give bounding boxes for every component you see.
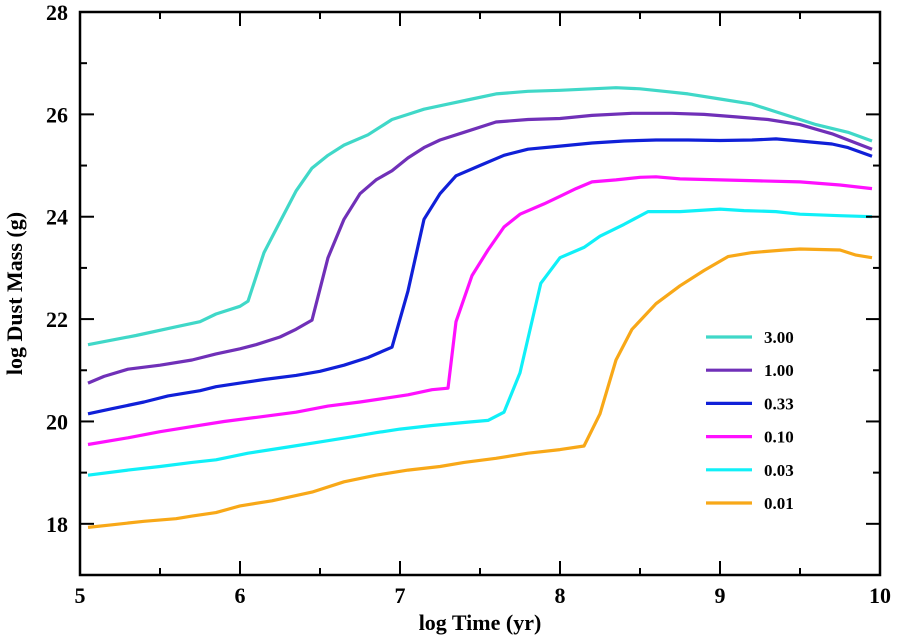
series-line-0.01: [87, 247, 873, 529]
x-tick-label: 8: [555, 583, 566, 608]
series-line-1.00: [87, 111, 873, 385]
x-tick-label: 10: [869, 583, 891, 608]
legend-label: 0.01: [764, 494, 794, 513]
x-tick-label: 5: [75, 583, 86, 608]
y-tick-label: 24: [46, 205, 68, 230]
y-tick-label: 20: [46, 409, 68, 434]
y-axis-title: log Dust Mass (g): [2, 212, 27, 375]
series-line-0.33: [87, 137, 873, 416]
legend-label: 0.10: [764, 428, 794, 447]
x-tick-label: 7: [395, 583, 406, 608]
x-axis-title: log Time (yr): [419, 610, 542, 635]
y-tick-label: 18: [46, 512, 68, 537]
legend-label: 0.33: [764, 394, 794, 413]
tick-marks: [79, 11, 881, 576]
tick-labels: 5 6 7 8 9 10 18 20 22 24 26 28: [46, 0, 891, 608]
legend: 3.00 1.00 0.33 0.10 0.03 0.01: [706, 328, 794, 513]
series-lines: [87, 86, 873, 529]
series-line-0.10: [87, 175, 873, 447]
y-tick-label: 26: [46, 102, 68, 127]
legend-label: 3.00: [764, 328, 794, 347]
y-tick-label: 22: [46, 307, 68, 332]
series-line-3.00: [87, 86, 873, 347]
x-tick-label: 6: [235, 583, 246, 608]
legend-label: 1.00: [764, 361, 794, 380]
x-tick-label: 9: [715, 583, 726, 608]
series-line-0.03: [87, 207, 873, 477]
y-tick-label: 28: [46, 0, 68, 25]
legend-label: 0.03: [764, 461, 794, 480]
